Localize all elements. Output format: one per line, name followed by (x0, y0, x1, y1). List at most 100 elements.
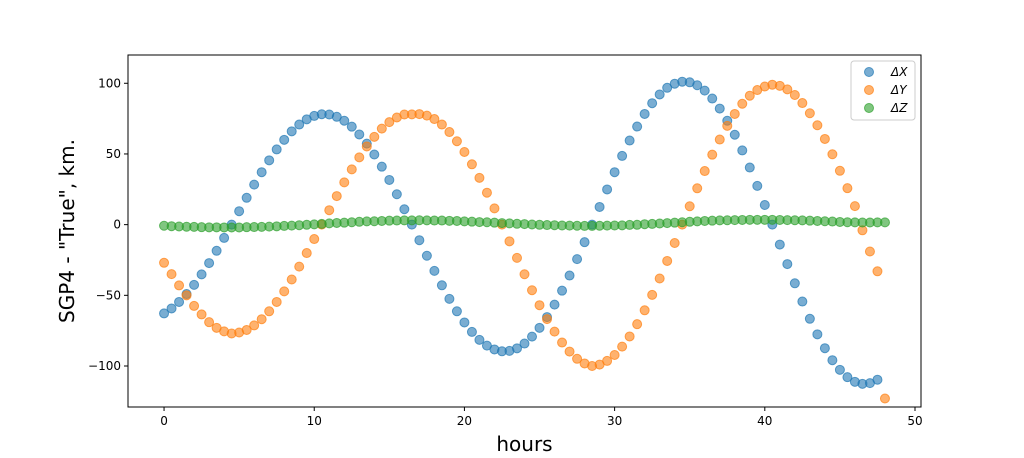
data-point (361, 141, 372, 152)
data-point (684, 201, 695, 212)
data-point (369, 131, 380, 142)
legend-marker-dz-icon (864, 103, 874, 113)
data-point (819, 133, 830, 144)
data-point (519, 269, 530, 280)
data-point (264, 306, 275, 317)
data-point (879, 393, 890, 404)
plot-frame (127, 54, 922, 408)
data-point (511, 252, 522, 263)
data-point (872, 374, 883, 385)
data-point (722, 120, 733, 131)
data-point (466, 159, 477, 170)
data-point (474, 172, 485, 183)
data-point (159, 257, 170, 268)
data-point (759, 199, 770, 210)
data-point (752, 180, 763, 191)
data-point (196, 269, 207, 280)
data-point (459, 146, 470, 157)
data-point (219, 232, 230, 243)
data-point (166, 269, 177, 280)
data-point (189, 279, 200, 290)
data-point (744, 162, 755, 173)
data-point (354, 152, 365, 163)
data-point (842, 372, 853, 383)
data-point (872, 266, 883, 277)
x-tick-label: 0 (160, 414, 168, 428)
data-point (572, 353, 583, 364)
data-point (609, 167, 620, 178)
data-point (819, 343, 830, 354)
y-tick-label: 50 (106, 147, 121, 161)
data-point (827, 355, 838, 366)
data-point (451, 136, 462, 147)
data-point (271, 296, 282, 307)
data-point (309, 234, 320, 245)
data-point (827, 149, 838, 160)
legend-item-dy: ΔY (864, 83, 908, 97)
data-point (271, 144, 282, 155)
data-point (527, 331, 538, 342)
data-point (729, 108, 740, 119)
data-point (369, 149, 380, 160)
data-point (234, 206, 245, 217)
data-point (782, 84, 793, 95)
data-point (617, 341, 628, 352)
data-point (782, 259, 793, 270)
data-point (639, 108, 650, 119)
data-point (429, 114, 440, 125)
data-point (812, 120, 823, 131)
x-axis-label: hours (496, 432, 552, 456)
data-point (834, 364, 845, 375)
legend-marker-dy-icon (864, 85, 874, 95)
legend-label-dz: ΔZ (890, 101, 908, 115)
data-point (241, 324, 252, 335)
data-point (579, 237, 590, 248)
data-point (331, 191, 342, 202)
data-point (279, 134, 290, 145)
x-tick-label: 20 (457, 414, 472, 428)
legend-item-dx: ΔX (864, 65, 908, 79)
data-point (707, 93, 718, 104)
data-point (527, 285, 538, 296)
data-point (451, 306, 462, 317)
data-point (797, 296, 808, 307)
data-point (594, 201, 605, 212)
data-point (399, 204, 410, 215)
data-point (241, 192, 252, 203)
data-point (504, 236, 515, 247)
data-point (249, 320, 260, 331)
data-point (602, 184, 613, 195)
data-point (414, 235, 425, 246)
data-point (279, 286, 290, 297)
data-point (444, 293, 455, 304)
data-point (879, 217, 890, 228)
legend-item-dz: ΔZ (864, 101, 908, 115)
data-point (511, 343, 522, 354)
data-point (301, 248, 312, 259)
data-point (624, 331, 635, 342)
data-point (346, 164, 357, 175)
data-point (174, 280, 185, 291)
data-point (204, 258, 215, 269)
data-point (624, 135, 635, 146)
data-point (376, 161, 387, 172)
data-point (181, 290, 192, 301)
data-point (489, 203, 500, 214)
data-point (534, 300, 545, 311)
data-point (707, 149, 718, 160)
y-tick-label: 100 (98, 76, 121, 90)
x-tick-label: 50 (907, 414, 922, 428)
data-point (354, 129, 365, 140)
data-point (384, 117, 395, 128)
data-point (196, 309, 207, 320)
x-tick-label: 30 (607, 414, 622, 428)
data-point (647, 289, 658, 300)
data-point (564, 270, 575, 281)
data-point (391, 189, 402, 200)
data-point (842, 183, 853, 194)
data-point (204, 317, 215, 328)
y-axis-ticks: −100 −50 0 50 100 (88, 76, 128, 373)
data-point (549, 326, 560, 337)
data-point (662, 255, 673, 266)
